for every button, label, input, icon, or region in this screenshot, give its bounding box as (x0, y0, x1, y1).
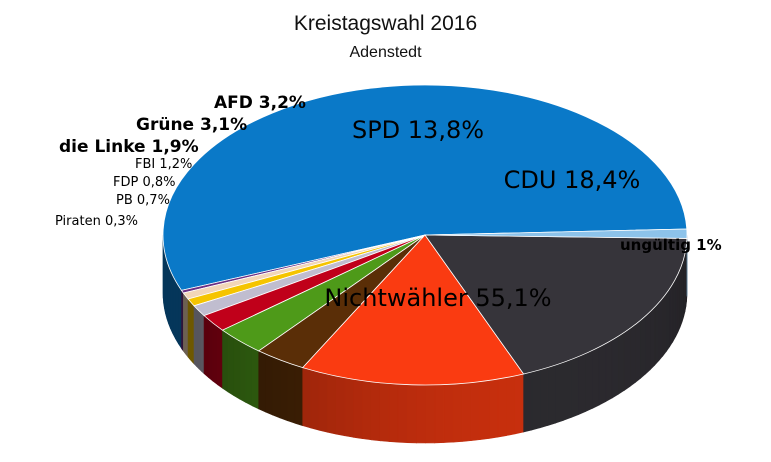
data-label-fbi-1-2: FBI 1,2% (135, 157, 192, 172)
chart-title: Kreistagswahl 2016 (293, 12, 478, 35)
pie-top (162, 84, 688, 386)
pie-slice-nichtwähler-55-1 (162, 84, 688, 291)
data-label-nichtwähler-55-1: Nichtwähler 55,1% (324, 284, 551, 312)
pie-slice-spd-13-8 (301, 234, 525, 386)
pie-slice-ungültig-1 (424, 228, 688, 239)
chart-subtitle: Adenstedt (349, 44, 422, 61)
data-label-pb-0-7: PB 0,7% (116, 193, 170, 208)
data-label-ungültig-1: ungültig 1% (620, 236, 722, 254)
data-label-cdu-18-4: CDU 18,4% (504, 166, 641, 194)
data-label-piraten-0-3: Piraten 0,3% (55, 214, 138, 229)
pie-slice-cdu-18-4 (424, 234, 688, 375)
pie-labels: Nichtwähler 55,1% Piraten 0,3% PB 0,7% FDP … (55, 93, 722, 312)
data-label-afd-3-2: AFD 3,2% (214, 93, 306, 113)
data-label-grüne-3-1: Grüne 3,1% (136, 115, 247, 135)
data-label-die-linke-1-9: die Linke 1,9% (59, 137, 199, 157)
data-label-spd-13-8: SPD 13,8% (352, 116, 484, 144)
data-label-fdp-0-8: FDP 0,8% (113, 175, 176, 190)
